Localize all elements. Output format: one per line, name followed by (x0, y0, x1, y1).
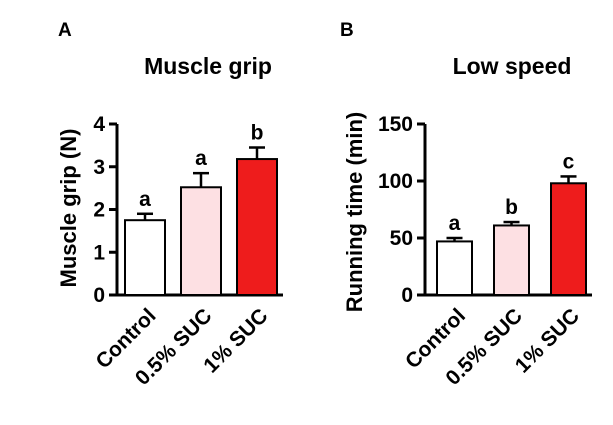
chart-title-a: Muscle grip (144, 53, 272, 79)
y-axis-title-a: Muscle grip (N) (56, 129, 81, 288)
y-tick-label-b: 50 (390, 227, 413, 250)
panel-a: A Muscle grip Muscle grip (N) 01234aCont… (56, 20, 283, 390)
significance-label-a-1: a (195, 147, 207, 170)
panel-letter-b: B (340, 20, 354, 41)
panel-b: B Low speed Running time (min) 0 50 100 150… (340, 20, 592, 390)
bar-a-1 (180, 186, 222, 297)
y-tick-label-a: 1 (93, 241, 105, 264)
chart-title-b: Low speed (453, 53, 572, 79)
bar-a-2 (236, 158, 278, 296)
y-tick-label-a: 3 (93, 156, 105, 179)
bar-b-2 (550, 182, 587, 296)
category-label-b-2: 1% SUC (511, 304, 584, 377)
significance-label-a-2: b (251, 122, 264, 145)
y-tick-label-b: 100 (378, 170, 413, 193)
y-tick-label-a: 4 (93, 113, 105, 136)
y-tick-label-b: 0 (401, 284, 413, 307)
bar-b-1 (493, 224, 530, 297)
y-tick-label-b: 150 (378, 113, 413, 136)
bar-b-0 (436, 240, 473, 296)
significance-label-b-0: a (449, 212, 461, 235)
y-axis-title-b: Running time (min) (342, 112, 367, 312)
significance-label-b-1: b (505, 196, 518, 219)
significance-label-b-2: c (563, 150, 575, 173)
y-tick-label-a: 0 (93, 284, 105, 307)
y-tick-label-a: 2 (93, 199, 105, 222)
bar-a-0 (124, 219, 166, 296)
panel-letter-a: A (58, 20, 72, 41)
significance-label-a-0: a (139, 188, 151, 211)
